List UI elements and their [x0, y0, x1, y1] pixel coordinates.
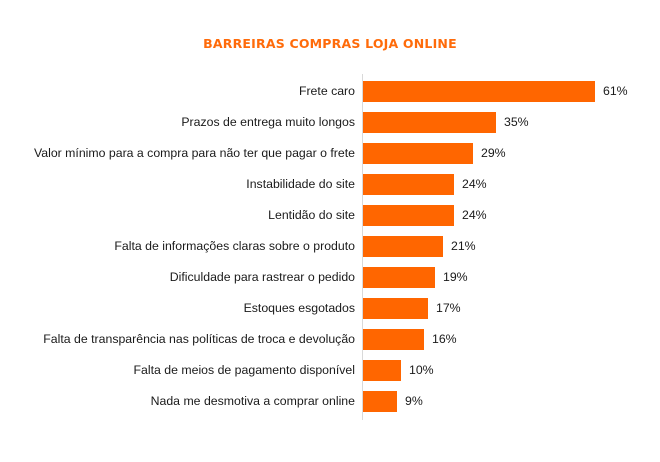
category-label: Frete caro [298, 84, 355, 98]
value-label: 29% [481, 146, 506, 160]
bar-row: Dificuldade para rastrear o pedido 19% [0, 267, 660, 288]
value-label: 24% [462, 208, 487, 222]
bar-row: Valor mínimo para a compra para não ter … [0, 143, 660, 164]
category-label: Falta de transparência nas políticas de … [43, 332, 355, 346]
value-label: 9% [405, 394, 423, 408]
bar-row: Lentidão do site 24% [0, 205, 660, 226]
bar-row: Instabilidade do site 24% [0, 174, 660, 195]
bar [363, 81, 595, 102]
value-label: 17% [436, 301, 461, 315]
value-label: 24% [462, 177, 487, 191]
bar-row: Falta de transparência nas políticas de … [0, 329, 660, 350]
category-label: Falta de meios de pagamento disponível [133, 363, 355, 377]
bar [363, 236, 443, 257]
bar-row: Estoques esgotados 17% [0, 298, 660, 319]
value-label: 35% [504, 115, 529, 129]
bar-row: Nada me desmotiva a comprar online 9% [0, 391, 660, 412]
bar [363, 360, 401, 381]
category-label: Lentidão do site [268, 208, 355, 222]
bar [363, 298, 428, 319]
bar-row: Frete caro 61% [0, 81, 660, 102]
bar [363, 174, 454, 195]
bar [363, 391, 397, 412]
value-label: 16% [432, 332, 457, 346]
category-label: Prazos de entrega muito longos [181, 115, 355, 129]
bar-row: Falta de informações claras sobre o prod… [0, 236, 660, 257]
y-axis-line [362, 74, 363, 420]
value-label: 10% [409, 363, 434, 377]
bar [363, 329, 424, 350]
value-label: 21% [451, 239, 476, 253]
category-label: Falta de informações claras sobre o prod… [114, 239, 355, 253]
category-label: Estoques esgotados [243, 301, 355, 315]
bar [363, 205, 454, 226]
value-label: 19% [443, 270, 468, 284]
category-label: Dificuldade para rastrear o pedido [169, 270, 355, 284]
bar-row: Falta de meios de pagamento disponível 10… [0, 360, 660, 381]
value-label: 61% [603, 84, 628, 98]
bar [363, 112, 496, 133]
bar [363, 267, 435, 288]
category-label: Valor mínimo para a compra para não ter … [33, 146, 355, 160]
category-label: Instabilidade do site [246, 177, 355, 191]
chart-title: BARREIRAS COMPRAS LOJA ONLINE [203, 36, 457, 51]
bar-row: Prazos de entrega muito longos 35% [0, 112, 660, 133]
category-label: Nada me desmotiva a comprar online [150, 394, 355, 408]
bar [363, 143, 473, 164]
